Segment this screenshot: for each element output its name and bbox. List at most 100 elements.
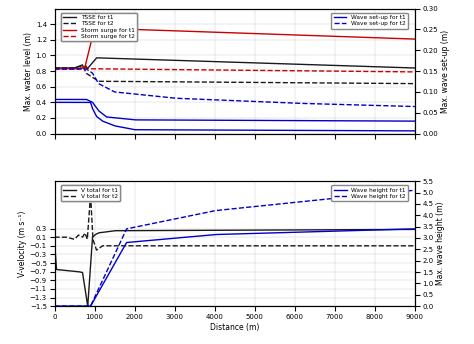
- Storm surge for t1: [227, 31, 233, 35]
- TSSE for t2: [401, 82, 407, 86]
- Wave height for t1: [217, 232, 223, 236]
- Legend: TSSE for t1, TSSE for t2, Storm surge for t1, Storm surge for t2: TSSE for t1, TSSE for t2, Storm surge fo…: [61, 13, 137, 41]
- Wave set-up for t2: [401, 104, 407, 108]
- V total for t2: [412, 244, 418, 248]
- Line: Wave height for t1: Wave height for t1: [55, 229, 415, 306]
- Wave height for t1: [412, 227, 418, 231]
- Storm surge for t1: [401, 37, 407, 41]
- TSSE for t1: [401, 66, 407, 70]
- V total for t2: [336, 244, 341, 248]
- Wave height for t2: [70, 304, 76, 308]
- Wave height for t2: [401, 189, 407, 193]
- Y-axis label: Max. water level (m): Max. water level (m): [24, 32, 33, 111]
- Line: Storm surge for t2: Storm surge for t2: [55, 67, 415, 72]
- Wave height for t1: [401, 227, 407, 231]
- V total for t1: [218, 228, 223, 232]
- Wave set-up for t1: [335, 119, 341, 123]
- Storm surge for t2: [80, 65, 85, 69]
- Storm surge for t2: [336, 69, 341, 73]
- TSSE for t2: [227, 80, 233, 84]
- TSSE for t1: [52, 66, 57, 70]
- Text: (b): (b): [60, 185, 74, 195]
- TSSE for t1: [94, 56, 100, 60]
- Wave set-up for t1: [217, 118, 223, 122]
- Storm surge for t1: [336, 34, 341, 39]
- Legend: Wave height for t1, Wave height for t2: Wave height for t1, Wave height for t2: [331, 185, 408, 201]
- V total for t2: [52, 235, 57, 239]
- Wave set-up for t2: [217, 98, 223, 102]
- Wave height for t1: [70, 304, 76, 308]
- TSSE for t1: [218, 60, 223, 64]
- V total for t1: [52, 239, 57, 244]
- V total for t1: [85, 304, 91, 308]
- V total for t2: [227, 244, 233, 248]
- Storm surge for t1: [412, 37, 418, 41]
- Wave set-up for t2: [52, 67, 57, 71]
- X-axis label: Distance (m): Distance (m): [210, 323, 259, 332]
- TSSE for t2: [70, 66, 76, 70]
- Storm surge for t1: [70, 67, 76, 71]
- Wave set-up for t1: [412, 119, 418, 123]
- Line: Wave set-up for t2: Wave set-up for t2: [55, 69, 415, 107]
- TSSE for t2: [80, 64, 85, 68]
- TSSE for t2: [412, 82, 418, 86]
- V total for t2: [402, 244, 408, 248]
- TSSE for t1: [84, 67, 90, 71]
- V total for t1: [401, 227, 407, 232]
- Wave height for t1: [335, 229, 341, 233]
- TSSE for t1: [227, 60, 233, 64]
- Y-axis label: Max. wave set-up (m): Max. wave set-up (m): [441, 30, 450, 113]
- V total for t1: [336, 228, 341, 232]
- Wave set-up for t2: [335, 103, 341, 107]
- Wave set-up for t1: [401, 119, 407, 123]
- Line: TSSE for t2: TSSE for t2: [55, 66, 415, 84]
- V total for t1: [227, 228, 233, 232]
- Wave set-up for t2: [227, 98, 233, 103]
- Storm surge for t1: [401, 37, 407, 41]
- TSSE for t1: [336, 64, 341, 68]
- TSSE for t1: [402, 66, 408, 70]
- Y-axis label: Max. wave height (m): Max. wave height (m): [437, 202, 446, 286]
- V total for t2: [88, 192, 93, 196]
- Line: Wave height for t2: Wave height for t2: [55, 190, 415, 306]
- Wave set-up for t1: [227, 118, 233, 122]
- Storm surge for t1: [218, 30, 223, 34]
- Wave set-up for t2: [401, 104, 407, 108]
- V total for t1: [70, 269, 76, 273]
- Line: V total for t1: V total for t1: [55, 229, 415, 306]
- Legend: Wave set-up for t1, Wave set-up for t2: Wave set-up for t1, Wave set-up for t2: [331, 13, 408, 29]
- Storm surge for t2: [52, 67, 57, 71]
- Line: V total for t2: V total for t2: [55, 194, 415, 250]
- TSSE for t2: [218, 80, 223, 84]
- TSSE for t2: [52, 66, 57, 70]
- Storm surge for t2: [401, 70, 407, 74]
- Wave height for t2: [227, 207, 233, 211]
- TSSE for t1: [412, 66, 418, 70]
- Storm surge for t2: [70, 67, 76, 71]
- Wave set-up for t1: [401, 119, 407, 123]
- Wave height for t2: [217, 208, 223, 212]
- Wave set-up for t2: [412, 105, 418, 109]
- V total for t1: [412, 227, 418, 232]
- V total for t2: [218, 244, 223, 248]
- Wave set-up for t1: [70, 97, 76, 101]
- Wave height for t1: [52, 304, 57, 308]
- V total for t2: [70, 237, 76, 241]
- Y-axis label: V-velocity (m s⁻¹): V-velocity (m s⁻¹): [18, 211, 27, 277]
- Wave height for t2: [52, 304, 57, 308]
- Wave height for t1: [227, 232, 233, 236]
- Line: TSSE for t1: TSSE for t1: [55, 58, 415, 69]
- Legend: V total for t1, V total for t2: V total for t1, V total for t2: [61, 185, 120, 201]
- Storm surge for t2: [412, 70, 418, 74]
- V total for t2: [94, 248, 100, 252]
- Wave height for t2: [335, 196, 341, 200]
- Line: Wave set-up for t1: Wave set-up for t1: [55, 99, 415, 121]
- Storm surge for t2: [401, 70, 407, 74]
- Wave height for t1: [401, 227, 407, 231]
- Storm surge for t1: [52, 67, 57, 71]
- V total for t2: [401, 244, 407, 248]
- Text: (a): (a): [60, 12, 73, 22]
- TSSE for t1: [70, 66, 76, 70]
- V total for t1: [401, 227, 407, 232]
- TSSE for t2: [336, 81, 341, 85]
